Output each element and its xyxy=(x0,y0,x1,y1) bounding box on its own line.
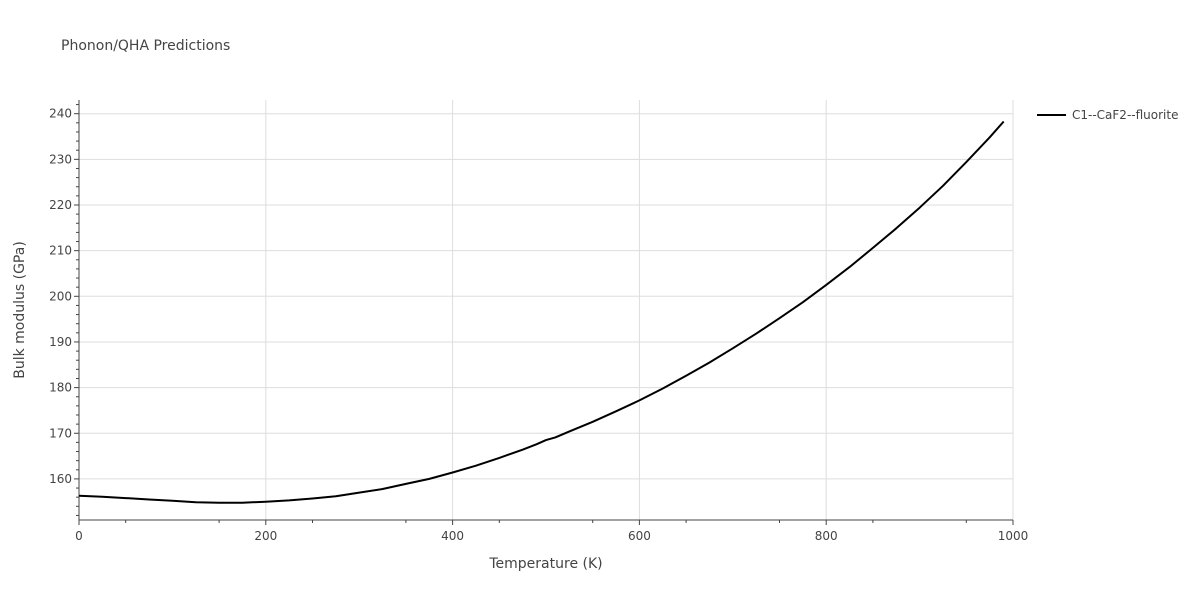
y-tick-label: 240 xyxy=(49,107,72,121)
y-tick-label: 170 xyxy=(49,426,72,440)
x-tick-label: 800 xyxy=(815,529,838,543)
y-tick-label: 200 xyxy=(49,289,72,303)
y-tick-label: 210 xyxy=(49,244,72,258)
axes-layer: 0 200 400 600 800 1000 160 170 180 190 200 210 220 23… xyxy=(49,100,1028,543)
x-tick-label: 400 xyxy=(441,529,464,543)
series-layer xyxy=(78,120,1005,504)
x-tick-label: 200 xyxy=(254,529,277,543)
legend-label: C1--CaF2--fluorite xyxy=(1072,108,1178,122)
y-tick-label: 230 xyxy=(49,152,72,166)
grid-layer xyxy=(79,100,1014,520)
chart-title: Phonon/QHA Predictions xyxy=(61,38,230,54)
y-tick-label: 180 xyxy=(49,381,72,395)
x-tick-label: 1000 xyxy=(998,529,1029,543)
y-tick-label: 220 xyxy=(49,198,72,212)
x-axis-title: Temperature (K) xyxy=(488,556,602,572)
x-tick-label: 0 xyxy=(75,529,83,543)
series-line xyxy=(78,120,1005,504)
y-tick-label: 160 xyxy=(49,472,72,486)
x-tick-label: 600 xyxy=(628,529,651,543)
legend[interactable]: C1--CaF2--fluorite xyxy=(1037,108,1178,122)
y-tick-label: 190 xyxy=(49,335,72,349)
y-axis-title: Bulk modulus (GPa) xyxy=(12,241,28,379)
